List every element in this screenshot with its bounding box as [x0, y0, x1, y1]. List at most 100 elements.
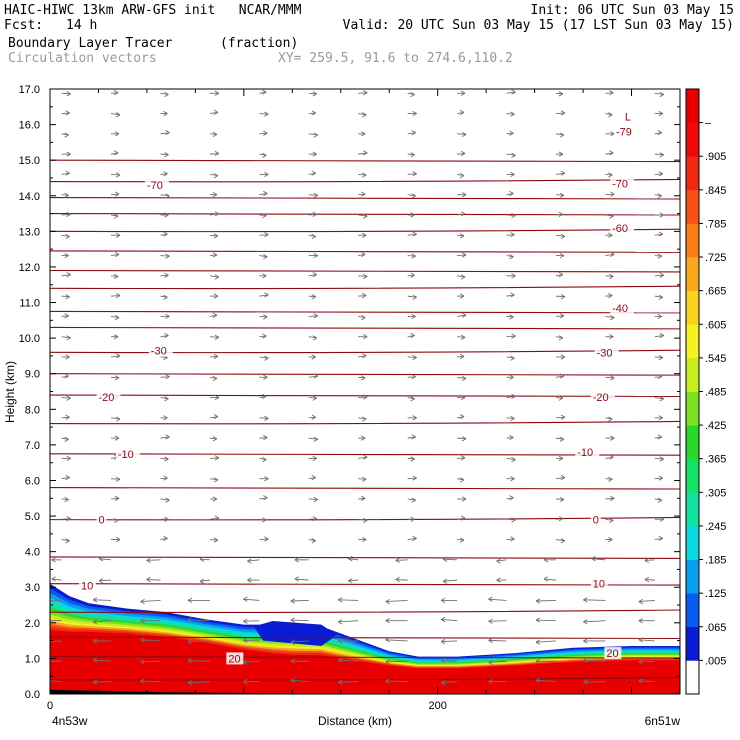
vector-head: [510, 476, 515, 482]
contour-label: -30: [597, 347, 613, 359]
vector-head: [362, 454, 368, 460]
vector-head: [509, 314, 514, 320]
vector-shaft: [111, 478, 121, 480]
isotherm: [50, 159, 680, 163]
vector-shaft: [457, 336, 466, 338]
vector-shaft: [187, 660, 210, 662]
vector-head: [360, 251, 366, 257]
contour-label: -60: [612, 223, 628, 235]
vector-head: [583, 619, 588, 625]
vector-head: [213, 293, 219, 299]
contour-label-bg: [575, 446, 600, 458]
vector-head: [395, 576, 400, 583]
vector-head: [311, 474, 317, 481]
vector-head: [535, 598, 541, 604]
vector-head: [440, 597, 446, 603]
vector-head: [263, 314, 268, 320]
colorbar-swatch: [686, 492, 699, 527]
vector-shaft: [259, 193, 268, 196]
vector-head: [115, 536, 121, 543]
vector-head: [165, 313, 170, 320]
vector-head: [262, 89, 267, 95]
vector-head: [496, 577, 501, 583]
contour-label-bg: [610, 177, 635, 190]
contour-label: -20: [593, 392, 609, 404]
vector-head: [558, 272, 564, 278]
vector-shaft: [111, 295, 121, 297]
vector-shaft: [50, 640, 62, 643]
vector-head: [46, 618, 50, 622]
vector-shaft: [358, 456, 368, 459]
vector-shaft: [160, 255, 170, 257]
vector-head: [488, 618, 493, 624]
vector-shaft: [407, 194, 416, 197]
vector-shaft: [247, 559, 260, 562]
vector-head: [412, 171, 417, 177]
y-tick-label: 12.0: [19, 262, 40, 274]
vector-shaft: [93, 620, 112, 623]
vector-shaft: [199, 579, 210, 582]
vector-head: [199, 556, 205, 562]
vector-head: [412, 415, 417, 421]
vector-head: [214, 515, 220, 521]
vector-head: [264, 292, 269, 298]
vector-head: [362, 213, 368, 219]
vector-head: [165, 434, 170, 440]
vector-head: [243, 637, 248, 643]
vector-shaft: [395, 559, 408, 561]
vector-shaft: [443, 558, 458, 561]
vector-shaft: [555, 234, 565, 237]
vector-head: [609, 454, 614, 460]
contour-labels: -79 -70 -70 -60 -40 -30 -30 -20 -20 -10 -10 0 0 10 10 2…: [79, 111, 639, 665]
vector-head: [262, 517, 267, 523]
colorbar-swatch: [686, 458, 699, 493]
vector-head: [140, 637, 145, 643]
vector-shaft: [61, 213, 71, 216]
vector-head: [114, 375, 120, 381]
vector-head: [609, 90, 614, 96]
vector-shaft: [243, 639, 260, 642]
vector-shaft: [506, 234, 515, 236]
vector-head: [313, 192, 319, 198]
vector-head: [263, 130, 268, 136]
vector-head: [362, 150, 368, 156]
vector-head: [46, 678, 50, 682]
x-left-endpoint: 4n53w: [52, 714, 88, 728]
vector-shaft: [61, 498, 69, 501]
vector-head: [361, 353, 367, 359]
vector-shaft: [358, 152, 368, 155]
vector-head: [558, 91, 564, 97]
vector-head: [395, 557, 400, 564]
contour-label: -20: [98, 392, 114, 404]
vector-shaft: [259, 437, 268, 439]
vector-head: [608, 536, 613, 543]
vector-head: [115, 416, 121, 422]
contour-label-bg: [594, 346, 619, 359]
vector-head: [114, 495, 120, 501]
colorbar-swatch: [686, 257, 699, 291]
vector-head: [187, 638, 193, 645]
isotherm: [50, 250, 680, 253]
vector-head: [214, 455, 220, 461]
vector-head: [64, 436, 69, 442]
vector-head: [411, 313, 416, 320]
vector-head: [140, 678, 145, 684]
vector-head: [496, 558, 501, 564]
contour-label-bg: [148, 344, 173, 357]
vector-shaft: [259, 294, 269, 297]
vector-shaft: [290, 599, 309, 602]
vector-head: [511, 517, 516, 523]
vector-shaft: [358, 214, 368, 217]
vector-shaft: [308, 416, 316, 419]
vector-shaft: [407, 537, 417, 540]
colorbar-swatch: [686, 559, 699, 594]
vector-head: [290, 677, 296, 683]
contour-label: -10: [118, 449, 134, 461]
isotherm: [50, 583, 680, 586]
vector-shaft: [99, 558, 112, 561]
vector-head: [459, 477, 465, 483]
y-tick-label: 15.0: [19, 155, 40, 167]
vector-head: [213, 233, 219, 239]
vector-shaft: [407, 153, 415, 156]
vector-shaft: [407, 274, 415, 277]
